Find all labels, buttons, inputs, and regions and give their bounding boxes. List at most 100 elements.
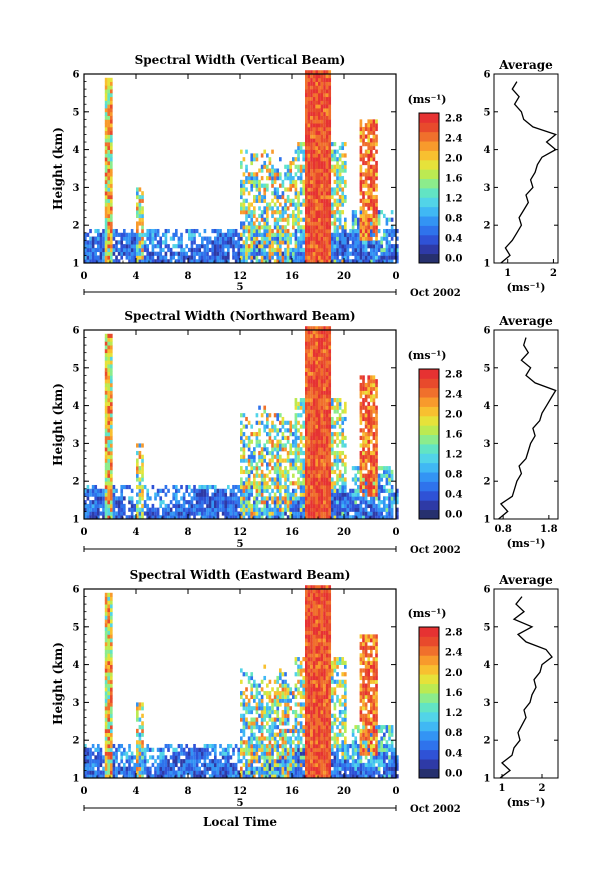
heatmap-cell	[341, 500, 345, 505]
heatmap-cell	[97, 255, 100, 260]
heatmap-cell	[84, 515, 87, 520]
y-axis-label: Height (km)	[51, 127, 65, 210]
heatmap-cell	[110, 687, 113, 692]
heatmap-cell	[115, 747, 118, 752]
heatmap-cell	[138, 221, 142, 226]
heatmap-cell	[367, 500, 371, 505]
heatmap-cell	[375, 515, 378, 520]
heatmap-cell	[370, 119, 373, 124]
heatmap-cell	[320, 360, 324, 365]
heatmap-cell	[331, 236, 334, 241]
heatmap-cell	[349, 488, 352, 493]
heatmap-cell	[255, 153, 259, 158]
heatmap-cell	[385, 240, 389, 245]
heatmap-cell	[315, 432, 319, 437]
heatmap-cell	[325, 398, 329, 403]
heatmap-cell	[281, 424, 285, 429]
heatmap-cell	[84, 492, 87, 497]
heatmap-cell	[328, 432, 332, 437]
colorbar-unit: (ms⁻¹)	[408, 93, 447, 106]
heatmap-cell	[336, 244, 339, 249]
heatmap-cell	[328, 367, 332, 372]
heatmap-cell	[268, 469, 272, 475]
heatmap-cell	[102, 240, 105, 245]
heatmap-cell	[375, 432, 378, 437]
heatmap-cell	[310, 176, 313, 181]
heatmap-cell	[167, 507, 170, 512]
heatmap-cell	[245, 240, 248, 245]
colorbar-segment	[419, 216, 439, 226]
heatmap-cell	[255, 187, 259, 192]
heatmap-cell	[364, 511, 368, 516]
heatmap-cell	[328, 134, 332, 139]
heatmap-cell	[375, 439, 378, 444]
heatmap-cell	[104, 172, 108, 177]
heatmap-cell	[255, 259, 259, 264]
heatmap-cell	[375, 160, 378, 166]
heatmap-cell	[320, 496, 324, 501]
heatmap-cell	[268, 496, 272, 501]
heatmap-cell	[104, 634, 108, 639]
heatmap-cell	[177, 507, 181, 512]
heatmap-cell	[359, 191, 363, 196]
heatmap-cell	[320, 401, 324, 406]
heatmap-cell	[364, 183, 368, 188]
heatmap-cell	[341, 515, 345, 520]
heatmap-cell	[182, 251, 186, 256]
heatmap-cell	[393, 500, 397, 505]
heatmap-cell	[190, 751, 194, 756]
heatmap-cell	[310, 96, 313, 101]
heatmap-cell	[143, 759, 147, 764]
heatmap-cell	[208, 236, 212, 241]
heatmap-cell	[325, 198, 329, 203]
heatmap-cell	[136, 462, 139, 467]
heatmap-cell	[364, 221, 368, 226]
heatmap-cell	[372, 134, 376, 139]
heatmap-cell	[110, 728, 113, 734]
heatmap-cell	[266, 225, 269, 230]
heatmap-cell	[294, 183, 298, 188]
heatmap-cell	[388, 500, 391, 505]
heatmap-cell	[133, 236, 137, 241]
heatmap-cell	[141, 194, 144, 200]
heatmap-cell	[198, 759, 202, 764]
heatmap-cell	[364, 259, 368, 264]
heatmap-cell	[107, 496, 111, 501]
heatmap-cell	[328, 394, 332, 399]
heatmap-cell	[211, 240, 215, 245]
heatmap-cell	[138, 736, 142, 741]
heatmap-cell	[383, 228, 386, 234]
heatmap-cell	[336, 210, 339, 215]
heatmap-cell	[318, 439, 321, 444]
heatmap-cell	[338, 401, 342, 406]
heatmap-cell	[141, 198, 144, 203]
heatmap-cell	[104, 725, 108, 730]
heatmap-cell	[364, 443, 368, 448]
colorbar-tick-label: 0.0	[445, 510, 462, 521]
heatmap-cell	[112, 755, 116, 760]
heatmap-cell	[299, 450, 303, 456]
heatmap-cell	[299, 145, 303, 150]
heatmap-cell	[107, 439, 111, 444]
heatmap-cell	[115, 755, 118, 760]
heatmap-cell	[117, 503, 121, 509]
heatmap-cell	[338, 496, 342, 501]
heatmap-cell	[245, 424, 248, 429]
heatmap-cell	[260, 477, 264, 482]
heatmap-cell	[325, 191, 329, 196]
heatmap-cell	[336, 507, 339, 512]
heatmap-cell	[172, 774, 176, 779]
heatmap-cell	[169, 762, 173, 768]
heatmap-cell	[325, 145, 329, 150]
heatmap-cell	[286, 221, 290, 226]
heatmap-cell	[154, 236, 157, 241]
heatmap-cell	[294, 424, 298, 429]
heatmap-cell	[115, 503, 118, 509]
heatmap-cell	[216, 255, 220, 260]
heatmap-cell	[141, 740, 144, 745]
heatmap-cell	[336, 409, 339, 414]
heatmap-cell	[307, 462, 311, 467]
heatmap-cell	[344, 255, 347, 260]
heatmap-cell	[240, 413, 243, 418]
heatmap-cell	[273, 481, 277, 486]
